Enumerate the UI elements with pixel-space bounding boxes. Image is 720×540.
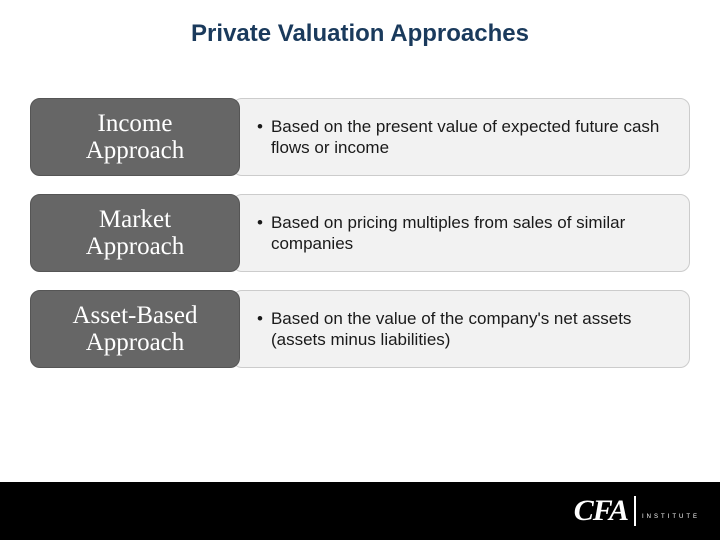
approach-desc-box: • Based on the present value of expected… <box>232 98 690 176</box>
approach-label: Income Approach <box>30 98 240 176</box>
approach-desc: Based on pricing multiples from sales of… <box>271 212 665 255</box>
approach-bullet: • Based on the value of the company's ne… <box>257 308 665 351</box>
approach-desc-box: • Based on the value of the company's ne… <box>232 290 690 368</box>
footer-bar: CFA INSTITUTE <box>0 482 720 540</box>
approach-row: Asset-Based Approach • Based on the valu… <box>30 290 690 368</box>
label-line2: Approach <box>86 137 185 165</box>
cfa-logo: CFA INSTITUTE <box>574 496 700 526</box>
label-line1: Income <box>98 110 173 138</box>
approach-row: Income Approach • Based on the present v… <box>30 98 690 176</box>
approach-label: Asset-Based Approach <box>30 290 240 368</box>
approach-bullet: • Based on pricing multiples from sales … <box>257 212 665 255</box>
approach-label: Market Approach <box>30 194 240 272</box>
slide-title: Private Valuation Approaches <box>0 0 720 98</box>
approach-desc: Based on the value of the company's net … <box>271 308 665 351</box>
approach-row: Market Approach • Based on pricing multi… <box>30 194 690 272</box>
bullet-dot-icon: • <box>257 212 263 233</box>
logo-mark: CFA <box>574 496 636 526</box>
logo-subtext: INSTITUTE <box>640 499 700 523</box>
label-line2: Approach <box>86 329 185 357</box>
label-line1: Asset-Based <box>73 302 198 330</box>
bullet-dot-icon: • <box>257 116 263 137</box>
approach-rows: Income Approach • Based on the present v… <box>0 98 720 368</box>
approach-desc-box: • Based on pricing multiples from sales … <box>232 194 690 272</box>
bullet-dot-icon: • <box>257 308 263 329</box>
label-line2: Approach <box>86 233 185 261</box>
approach-bullet: • Based on the present value of expected… <box>257 116 665 159</box>
label-line1: Market <box>99 206 171 234</box>
approach-desc: Based on the present value of expected f… <box>271 116 665 159</box>
